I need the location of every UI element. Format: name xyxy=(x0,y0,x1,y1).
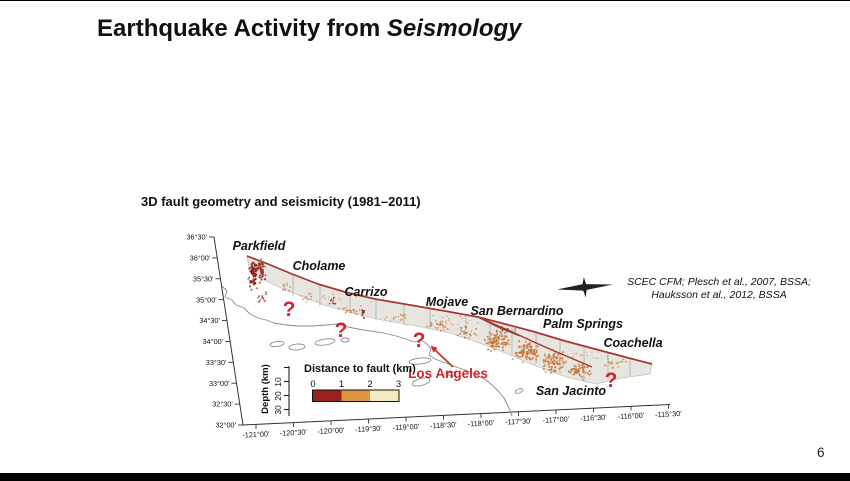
lat-tick-label: 33°30' xyxy=(206,358,227,367)
lon-tick-label: -120°30' xyxy=(280,427,308,437)
lat-tick-label: 34°00' xyxy=(203,337,224,346)
label-carrizo: Carrizo xyxy=(344,285,387,299)
san-jacinto-fault-trace xyxy=(477,316,593,368)
island xyxy=(411,377,431,387)
island xyxy=(340,337,350,343)
island xyxy=(408,357,432,365)
lat-tick-label: 32°00' xyxy=(215,421,236,430)
island xyxy=(269,340,285,348)
colorbar-segment-1 xyxy=(313,390,342,401)
label-cholame: Cholame xyxy=(293,259,346,273)
lon-tick-label: -117°00' xyxy=(542,414,570,424)
san-andreas-fault-trace xyxy=(246,255,653,365)
lon-tick-label: -120°00' xyxy=(317,426,345,436)
depth-tick-30: 30 xyxy=(273,405,283,415)
depth-tick-10: 10 xyxy=(273,377,283,387)
lat-tick-label: 36°30' xyxy=(186,233,207,242)
figure-subtitle: 3D fault geometry and seismicity (1981–2… xyxy=(141,194,421,209)
seismicity-dots xyxy=(247,258,628,381)
lon-tick-label: -119°30' xyxy=(355,424,383,434)
bottom-bar xyxy=(0,473,850,481)
question-mark: ? xyxy=(283,298,296,321)
lat-tick-label: 36°00' xyxy=(190,253,211,262)
island xyxy=(288,343,306,351)
depth-axis-title: Depth (km) xyxy=(260,364,271,414)
lon-tick-label: -116°00' xyxy=(617,411,645,421)
top-border xyxy=(0,0,850,1)
title-text: Earthquake Activity from xyxy=(97,15,387,42)
island xyxy=(314,338,336,346)
question-mark: ? xyxy=(413,329,426,352)
longitude-axis xyxy=(242,404,671,426)
distance-colorbar-legend: Distance to fault (km) 0 1 2 3 xyxy=(304,363,416,402)
lat-tick-label: 35°00' xyxy=(196,295,217,304)
colorbar-segment-3 xyxy=(370,390,399,401)
label-palm-springs: Palm Springs xyxy=(543,317,623,331)
los-angeles-arrow xyxy=(430,345,454,368)
island xyxy=(447,371,457,377)
label-los-angeles: Los Angeles xyxy=(408,366,488,381)
compass-star-icon xyxy=(557,277,613,298)
colorbar-tick-3: 3 xyxy=(396,379,401,390)
lat-tick-label: 35°30' xyxy=(193,274,214,283)
colorbar-segment-2 xyxy=(341,390,370,401)
citation-line-2: Hauksson et al., 2012, BSSA xyxy=(651,288,787,301)
colorbar-tick-0: 0 xyxy=(310,379,315,390)
depth-tick-20: 20 xyxy=(273,391,283,401)
colorbar-tick-1: 1 xyxy=(339,379,344,390)
island xyxy=(514,388,524,394)
lon-tick-label: -116°30' xyxy=(580,413,608,423)
latitude-axis xyxy=(213,236,244,426)
question-mark: ? xyxy=(335,319,348,342)
lon-tick-label: -118°30' xyxy=(430,420,458,430)
depth-axis-legend: 10 20 30 Depth (km) xyxy=(260,364,290,416)
lon-tick-label: -119°00' xyxy=(392,422,420,432)
slide-title: Earthquake Activity from Seismology xyxy=(97,15,522,43)
page-number: 6 xyxy=(817,445,825,460)
label-mojave: Mojave xyxy=(426,295,468,309)
title-emphasis: Seismology xyxy=(386,15,522,42)
lat-tick-label: 34°30' xyxy=(199,316,220,325)
label-san-jacinto: San Jacinto xyxy=(536,384,607,398)
axis-tick-labels: 36°30' 36°00' 35°30' 35°00' 34°30' 34°00' 33°3… xyxy=(186,233,682,440)
lat-tick-label: 33°00' xyxy=(209,379,230,388)
label-coachella: Coachella xyxy=(603,336,662,350)
lon-tick-label: -117°30' xyxy=(505,416,533,426)
label-parkfield: Parkfield xyxy=(233,239,286,253)
lon-tick-label: -118°00' xyxy=(467,418,495,428)
label-san-bernardino: San Bernardino xyxy=(470,304,563,318)
question-mark: ? xyxy=(605,369,618,392)
colorbar-title: Distance to fault (km) xyxy=(304,363,416,375)
islands xyxy=(269,337,524,394)
coastline xyxy=(221,285,513,417)
lon-tick-label: -121°00' xyxy=(242,429,270,439)
colorbar-outline xyxy=(312,389,400,402)
lon-tick-label: -115°30' xyxy=(655,409,683,419)
lat-tick-label: 32°30' xyxy=(212,400,233,409)
fault-branch-trace xyxy=(477,316,521,337)
citation: SCEC CFM; Plesch et al., 2007, BSSA; Hau… xyxy=(600,276,838,301)
colorbar-tick-2: 2 xyxy=(367,379,372,390)
citation-line-1: SCEC CFM; Plesch et al., 2007, BSSA; xyxy=(627,276,811,288)
